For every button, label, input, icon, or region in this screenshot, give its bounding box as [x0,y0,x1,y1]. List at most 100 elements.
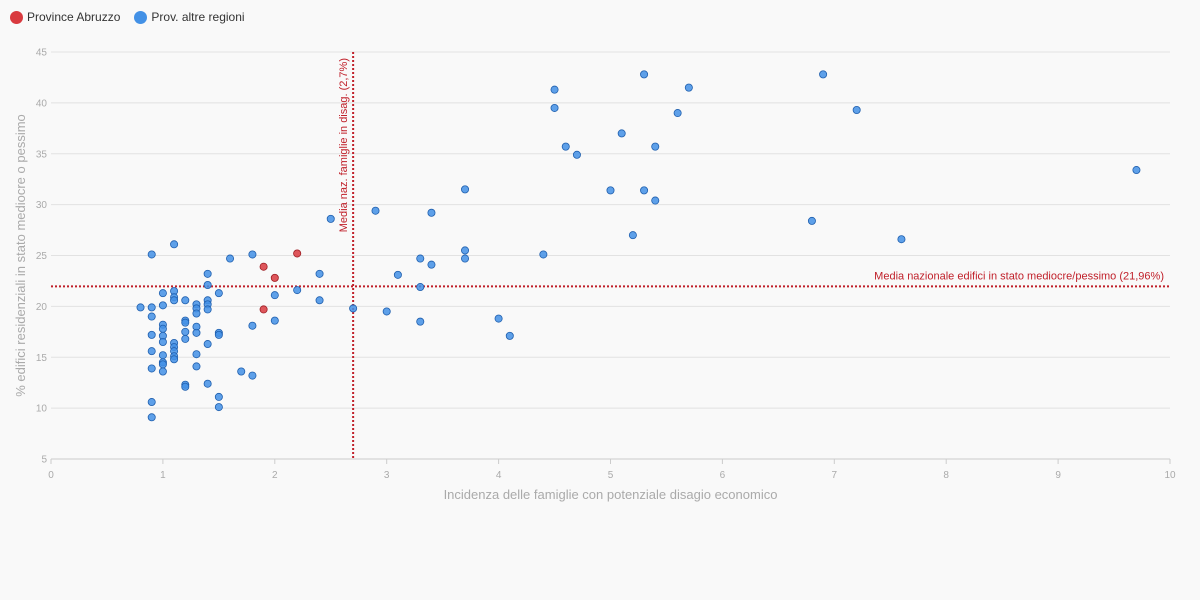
data-point [170,355,179,364]
data-point [539,250,548,259]
data-point [237,367,246,376]
data-point [181,382,190,391]
data-point [158,367,167,376]
data-point [270,291,279,300]
data-point [427,260,436,269]
data-point [606,186,615,195]
data-point [349,304,358,313]
data-point [203,305,212,314]
data-point [147,250,156,259]
data-point [819,70,828,79]
data-point [248,321,257,330]
data-point [158,351,167,360]
data-point [640,186,649,195]
data-point [494,314,503,323]
data-point [651,142,660,151]
data-point [147,347,156,356]
reference-lines: Media nazionale edifici in stato mediocr… [51,52,1170,459]
data-point [807,216,816,225]
legend-swatch-abruzzo [10,10,23,24]
data-point [461,254,470,263]
data-point [192,362,201,371]
y-tick-label: 20 [36,302,48,313]
data-point [181,318,190,327]
data-point [371,206,380,215]
y-axis-label: % edifici residenziali in stato mediocre… [13,114,28,397]
data-point [416,317,425,326]
data-point [147,330,156,339]
data-point [628,231,637,240]
data-point [315,296,324,305]
legend-item-other-regions[interactable]: Prov. altre regioni [134,10,245,24]
data-point [326,214,335,223]
data-point [147,398,156,407]
data-point [158,360,167,369]
data-point [270,273,279,282]
data-point [248,250,257,259]
data-point [203,340,212,349]
data-point [158,289,167,298]
data-point [617,129,626,138]
data-points [136,70,1141,422]
x-tick-label: 3 [384,470,390,481]
data-point [293,249,302,258]
data-point [393,270,402,279]
data-point [259,262,268,271]
data-point [136,303,145,312]
data-point [382,307,391,316]
data-point [192,328,201,337]
data-point [192,350,201,359]
y-axis-ticks: 5 10 15 20 25 30 35 40 45 [36,48,48,466]
data-point [181,296,190,305]
data-point [852,105,861,114]
x-tick-label: 8 [943,470,949,481]
data-point [673,109,682,118]
gridlines [51,51,1170,409]
data-point [214,289,223,298]
y-tick-label: 30 [36,200,48,211]
data-point [214,403,223,412]
data-point [1132,166,1141,175]
data-point [293,286,302,295]
data-point [170,296,179,305]
x-tick-label: 6 [720,470,726,481]
legend-item-abruzzo[interactable]: Province Abruzzo [10,10,120,24]
y-tick-label: 15 [36,353,48,364]
data-point [550,103,559,112]
legend-label-abruzzo: Province Abruzzo [27,10,121,24]
legend-swatch-other-regions [134,10,148,24]
data-point [158,337,167,346]
data-point [147,413,156,422]
data-point [203,281,212,290]
data-point [505,331,514,340]
data-point [684,83,693,92]
data-point [214,392,223,401]
x-axis-ticks: 0 1 2 3 4 5 6 7 8 9 10 [48,459,1176,481]
x-tick-label: 9 [1055,470,1061,481]
data-point [416,254,425,263]
y-tick-label: 5 [41,455,47,466]
data-point [897,235,906,244]
data-point [226,254,235,263]
data-point [158,324,167,333]
data-point [259,305,268,314]
data-point [203,379,212,388]
x-tick-label: 0 [48,470,54,481]
data-point [416,283,425,292]
data-point [147,303,156,312]
x-tick-label: 4 [496,470,502,481]
reference-label-horizontal: Media nazionale edifici in stato mediocr… [874,270,1164,282]
data-point [181,334,190,343]
data-point [147,312,156,321]
data-point [461,246,470,255]
x-tick-label: 5 [608,470,614,481]
data-point [270,316,279,325]
data-point [651,196,660,205]
chart-legend: Province Abruzzo Prov. altre regioni [10,10,245,24]
data-point [572,150,581,159]
x-tick-label: 10 [1164,470,1176,481]
data-point [203,269,212,278]
data-point [158,301,167,310]
data-point [550,85,559,94]
x-tick-label: 2 [272,470,278,481]
